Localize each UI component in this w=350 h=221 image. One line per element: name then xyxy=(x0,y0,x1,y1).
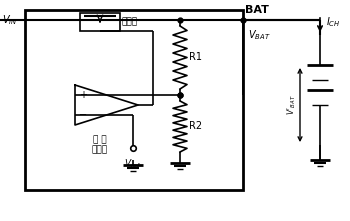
Text: $V'_{BAT}$: $V'_{BAT}$ xyxy=(286,95,298,115)
Bar xyxy=(80,13,120,31)
Text: $V_{IN}$: $V_{IN}$ xyxy=(2,13,18,27)
Text: +: + xyxy=(79,90,87,100)
Text: $I_{CH}$: $I_{CH}$ xyxy=(326,15,341,29)
Text: R2: R2 xyxy=(189,121,202,131)
Text: 放大器: 放大器 xyxy=(92,145,108,154)
Text: BAT: BAT xyxy=(245,5,269,15)
Text: 误 差: 误 差 xyxy=(93,135,107,145)
Bar xyxy=(25,10,243,190)
Text: $V_{ref}$: $V_{ref}$ xyxy=(124,157,142,170)
Text: $V_{BAT}$: $V_{BAT}$ xyxy=(248,28,271,42)
Text: 调整管: 调整管 xyxy=(122,17,138,27)
Text: R1: R1 xyxy=(189,52,202,62)
Text: −: − xyxy=(79,110,87,120)
